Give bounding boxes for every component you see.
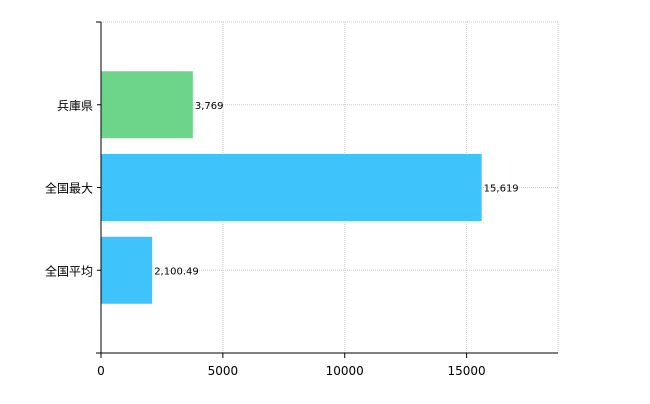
data-label: 2,100.49 <box>154 266 199 277</box>
x-tick-label: 5000 <box>208 364 239 378</box>
axes <box>96 21 558 358</box>
category-label: 全国最大 <box>45 181 93 196</box>
data-label: 15,619 <box>484 184 519 195</box>
data-label: 3,769 <box>195 101 224 112</box>
bar-1 <box>101 71 193 139</box>
x-tick-label: 15000 <box>448 364 486 378</box>
bars <box>101 71 482 304</box>
category-label: 兵庫県 <box>57 99 93 113</box>
bar-2 <box>101 154 482 221</box>
x-tick-label: 0 <box>97 364 105 378</box>
labels: 3,769 兵庫県 15,619 全国最大 2,100.49 全国平均 0 5000 10000… <box>45 99 519 378</box>
bar-3 <box>101 236 153 304</box>
category-label: 全国平均 <box>45 263 93 278</box>
x-tick-label: 10000 <box>326 364 364 378</box>
